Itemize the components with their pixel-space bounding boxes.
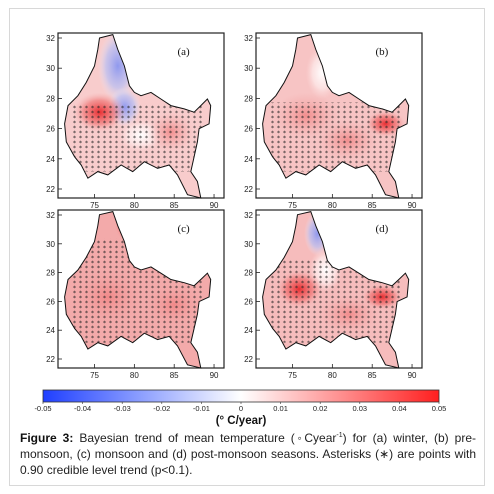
colorbar-tick-label: -0.01	[193, 404, 210, 413]
lon-tick-label: 85	[368, 201, 377, 210]
colorbar-unit-label: (° C/year)	[216, 415, 267, 427]
lat-tick-label: 32	[244, 211, 253, 220]
figure-caption: Figure 3: Bayesian trend of mean tempera…	[20, 430, 476, 478]
caption-text-2: ) for (a) winter, (b) pre-monsoon, (c) m…	[20, 431, 476, 477]
colorbar-tick-label: -0.02	[153, 404, 170, 413]
colorbar-tick-label: -0.03	[114, 404, 131, 413]
lon-tick-label: 80	[130, 371, 139, 380]
lat-tick-label: 32	[46, 211, 55, 220]
lat-tick-label: 32	[244, 34, 253, 43]
caption-superscript: -1	[336, 432, 343, 439]
lat-tick-label: 22	[244, 185, 253, 194]
lon-tick-label: 75	[90, 201, 99, 210]
map-panel-b: (b) 32 30 28 26 24 22 75 80 85 90	[244, 32, 423, 210]
lon-tick-label: 85	[368, 371, 377, 380]
lon-tick-label: 75	[288, 371, 297, 380]
colorbar: -0.05 -0.04 -0.03 -0.02 -0.01 0 0.01 0.02 0.03 0.…	[34, 389, 447, 427]
lon-tick-label: 90	[210, 371, 219, 380]
significance-asterisks	[71, 105, 205, 172]
colorbar-tick-label: -0.04	[74, 404, 91, 413]
lat-tick-label: 30	[46, 240, 55, 249]
lon-tick-label: 90	[210, 201, 219, 210]
lon-tick-label: 80	[328, 371, 337, 380]
caption-label: Figure 3:	[20, 431, 74, 445]
map-panel-d: (d) 32 30 28 26 24 22 75 80 85 90	[244, 209, 423, 380]
lat-tick-label: 26	[244, 297, 253, 306]
lon-tick-label: 80	[328, 201, 337, 210]
lat-tick-label: 24	[244, 155, 253, 164]
lon-tick-label: 80	[130, 201, 139, 210]
lon-tick-label: 85	[170, 201, 179, 210]
lat-tick-label: 22	[244, 355, 253, 364]
colorbar-tick-label: -0.05	[34, 404, 51, 413]
lat-tick-label: 22	[46, 185, 55, 194]
region-boundary	[262, 34, 410, 199]
region-boundary	[64, 211, 212, 369]
significance-asterisks	[269, 102, 403, 172]
lat-tick-label: 24	[46, 326, 55, 335]
lon-tick-label: 85	[170, 371, 179, 380]
colorbar-tick-label: 0.04	[392, 404, 407, 413]
lat-tick-label: 26	[46, 297, 55, 306]
lat-tick-label: 30	[244, 240, 253, 249]
lat-tick-label: 28	[244, 269, 253, 278]
lon-tick-label: 75	[288, 201, 297, 210]
lat-tick-label: 24	[244, 326, 253, 335]
panel-label: (c)	[178, 223, 191, 235]
lat-tick-label: 32	[46, 34, 55, 43]
lat-tick-label: 26	[244, 125, 253, 134]
colorbar-tick-label: 0	[239, 404, 243, 413]
lon-tick-label: 90	[408, 201, 417, 210]
caption-text-1: Bayesian trend of mean temperature (◦Cye…	[73, 431, 337, 445]
panel-label: (d)	[376, 223, 389, 235]
region-boundary	[262, 211, 410, 369]
lat-tick-label: 26	[46, 125, 55, 134]
colorbar-tick-label: 0.05	[432, 404, 447, 413]
map-panel-a: (a) 32 30 28 26 24 22 75 80 85 90	[46, 32, 225, 210]
lat-tick-label: 22	[46, 355, 55, 364]
colorbar-gradient	[42, 389, 440, 403]
lon-tick-label: 90	[408, 371, 417, 380]
panel-label: (b)	[376, 46, 389, 58]
colorbar-tick-label: 0.02	[313, 404, 328, 413]
lat-tick-label: 30	[244, 64, 253, 73]
lon-tick-label: 75	[90, 371, 99, 380]
lat-tick-label: 28	[244, 94, 253, 103]
region-boundary	[64, 34, 212, 199]
colorbar-tick-label: 0.03	[352, 404, 367, 413]
map-panel-c: (c) 32 30 28 26 24 22 75 80 85 90	[46, 209, 225, 380]
lat-tick-label: 28	[46, 269, 55, 278]
lat-tick-label: 30	[46, 64, 55, 73]
colorbar-tick-label: 0.01	[273, 404, 288, 413]
panel-label: (a)	[178, 46, 191, 58]
lat-tick-label: 28	[46, 94, 55, 103]
lat-tick-label: 24	[46, 155, 55, 164]
